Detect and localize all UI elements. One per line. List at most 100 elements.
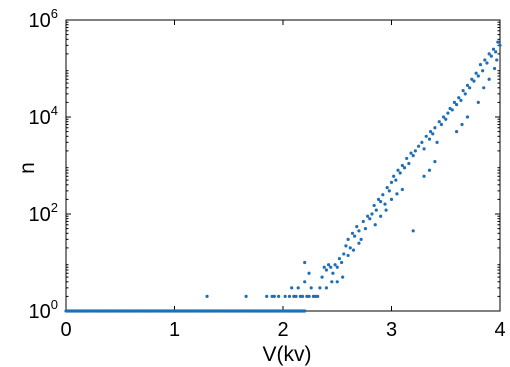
- data-point: [395, 192, 399, 196]
- data-point: [379, 200, 383, 204]
- data-point: [353, 234, 357, 238]
- data-point: [424, 134, 428, 138]
- y-tick-base: 10: [29, 301, 51, 323]
- data-point: [376, 197, 381, 202]
- y-axis-label: n: [16, 162, 39, 174]
- data-point: [350, 231, 355, 235]
- data-point: [341, 275, 345, 279]
- data-point: [407, 161, 411, 166]
- data-point: [485, 61, 489, 65]
- data-point: [244, 294, 248, 299]
- y-tick-exponent: 2: [51, 200, 58, 215]
- x-tick-label: 1: [169, 319, 180, 341]
- data-point: [303, 280, 307, 284]
- data-point: [303, 309, 307, 313]
- data-point: [402, 166, 407, 170]
- data-point: [307, 294, 311, 299]
- data-point: [396, 168, 400, 172]
- data-point: [457, 96, 461, 100]
- data-point: [329, 265, 333, 269]
- data-point: [294, 294, 298, 299]
- data-point: [411, 154, 415, 158]
- data-point: [431, 132, 435, 136]
- data-point: [316, 294, 320, 299]
- data-point: [461, 89, 465, 93]
- data-point: [303, 260, 307, 265]
- data-point: [476, 74, 480, 78]
- data-point: [272, 294, 276, 299]
- data-point: [398, 171, 402, 175]
- data-point: [470, 77, 474, 81]
- data-point: [387, 189, 391, 193]
- data-point: [348, 246, 352, 250]
- y-tick-label: 102: [29, 200, 58, 226]
- data-point: [300, 294, 305, 299]
- y-tick-exponent: 0: [51, 297, 58, 312]
- data-point: [422, 147, 426, 151]
- data-point: [468, 86, 472, 90]
- data-point: [324, 268, 328, 272]
- data-point: [355, 224, 359, 229]
- data-point: [450, 108, 454, 112]
- y-tick-base: 10: [29, 107, 51, 129]
- data-point: [460, 122, 464, 127]
- data-point: [417, 144, 421, 148]
- data-point: [455, 129, 459, 134]
- data-point: [346, 253, 350, 258]
- data-point: [433, 126, 437, 130]
- data-point: [478, 63, 483, 67]
- data-point: [389, 197, 394, 202]
- data-point: [465, 83, 470, 87]
- data-point: [326, 263, 331, 267]
- data-point: [439, 122, 444, 127]
- x-tick-label: 0: [60, 319, 71, 341]
- data-point: [385, 186, 389, 190]
- x-tick-label: 3: [386, 319, 397, 341]
- data-point: [491, 47, 496, 51]
- data-point: [487, 77, 491, 81]
- data-point: [330, 280, 334, 284]
- data-point: [265, 294, 269, 299]
- data-point: [333, 263, 337, 267]
- data-point: [394, 178, 398, 182]
- data-point: [363, 226, 368, 231]
- y-tick-base: 10: [29, 10, 51, 32]
- data-point: [309, 286, 313, 290]
- data-point: [283, 294, 287, 299]
- data-point: [446, 111, 450, 115]
- y-tick-base: 10: [29, 204, 51, 226]
- data-point: [400, 187, 404, 192]
- y-tick-label: 100: [29, 297, 58, 323]
- axes: [65, 19, 501, 312]
- data-point: [373, 223, 377, 227]
- data-point: [428, 129, 433, 134]
- y-tick-exponent: 4: [51, 103, 58, 118]
- data-point: [496, 40, 500, 44]
- data-point: [389, 180, 394, 184]
- data-point: [344, 244, 348, 248]
- data-point: [342, 252, 346, 256]
- data-point: [307, 271, 311, 275]
- data-point: [379, 214, 383, 218]
- data-point: [277, 294, 281, 299]
- data-point: [339, 260, 344, 265]
- data-point: [452, 100, 457, 105]
- data-point: [374, 208, 378, 212]
- data-point: [357, 241, 361, 245]
- data-point: [482, 86, 486, 90]
- data-point: [494, 50, 498, 54]
- data-point: [359, 237, 363, 241]
- data-point: [372, 203, 376, 208]
- data-point: [422, 174, 426, 178]
- data-point: [205, 294, 209, 299]
- data-point: [320, 275, 324, 279]
- x-tick-label: 2: [277, 319, 288, 341]
- data-point: [384, 208, 388, 212]
- data-point: [435, 140, 439, 144]
- data-point: [383, 202, 387, 206]
- data-point: [427, 168, 432, 172]
- data-point: [337, 257, 342, 261]
- data-point: [474, 71, 478, 75]
